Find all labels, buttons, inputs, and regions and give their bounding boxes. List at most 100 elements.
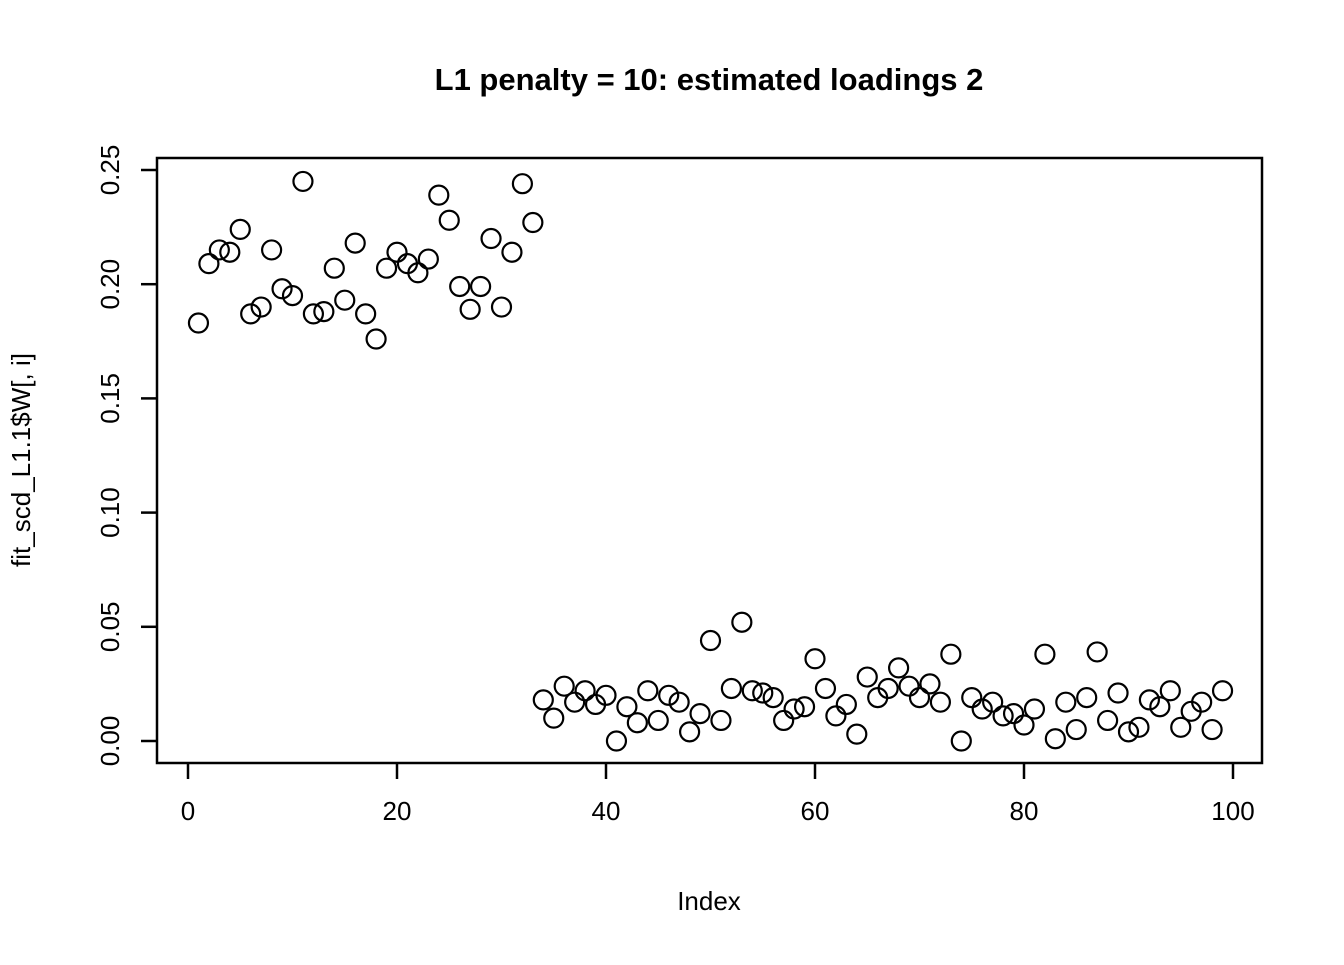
data-point [929, 691, 952, 713]
data-point [1128, 716, 1150, 738]
data-point [658, 684, 680, 706]
data-point [501, 241, 523, 263]
data-point [846, 723, 868, 745]
data-point [365, 328, 387, 350]
data-point [971, 698, 993, 720]
data-point [240, 303, 262, 325]
data-point [323, 257, 345, 279]
data-point [313, 301, 335, 323]
x-tick-label: 60 [801, 796, 830, 826]
data-point [292, 170, 314, 193]
data-point [407, 262, 429, 284]
x-tick-label: 40 [592, 796, 621, 826]
data-point [793, 696, 816, 718]
x-tick-label: 20 [383, 796, 412, 826]
x-axis-label: Index [677, 886, 741, 916]
data-point [887, 657, 910, 679]
data-point [773, 709, 795, 732]
x-axis: 0 20 40 60 80 100 [181, 764, 1255, 826]
data-point [417, 248, 439, 270]
data-point [1170, 716, 1192, 738]
data-point [699, 629, 722, 652]
data-point [543, 707, 565, 729]
data-point [647, 709, 669, 732]
data-point [208, 239, 230, 261]
y-tick-label: 0.15 [95, 373, 125, 424]
data-point [731, 611, 753, 633]
data-point [919, 673, 941, 695]
data-point [982, 691, 1004, 713]
y-tick-label: 0.25 [95, 145, 125, 196]
chart-title: L1 penalty = 10: estimated loadings 2 [435, 62, 984, 97]
data-point [386, 241, 408, 263]
data-point [804, 648, 826, 670]
data-point [637, 680, 659, 702]
data-point [689, 702, 711, 725]
data-point [1117, 721, 1140, 743]
data-point [428, 184, 450, 206]
data-point [856, 666, 878, 688]
y-axis: 0.00 0.05 0.10 0.15 0.20 0.25 [95, 145, 156, 767]
data-point [1002, 702, 1025, 725]
data-points [187, 170, 1234, 752]
data-point [449, 275, 471, 298]
y-axis-label: fit_scd_L1.1$W[, i] [6, 353, 36, 567]
data-point [490, 296, 513, 318]
data-point [752, 682, 774, 704]
data-point [1191, 691, 1213, 713]
x-tick-label: 100 [1211, 796, 1254, 826]
data-point [1065, 718, 1087, 741]
data-point [553, 675, 575, 697]
data-point [1013, 714, 1035, 736]
data-point [950, 730, 972, 752]
data-point [825, 705, 847, 727]
data-point [1211, 680, 1234, 702]
data-point [1096, 709, 1119, 732]
data-point [1023, 698, 1046, 720]
data-point [1159, 680, 1181, 702]
y-tick-label: 0.00 [95, 716, 125, 767]
data-point [281, 285, 304, 307]
data-point [898, 675, 920, 697]
data-point [814, 677, 837, 700]
data-point [668, 691, 690, 713]
data-point [355, 303, 377, 325]
data-point [564, 691, 586, 713]
data-point [605, 730, 628, 752]
data-point [344, 232, 366, 254]
data-point [532, 689, 554, 711]
data-point [762, 687, 784, 709]
data-point [783, 698, 805, 720]
data-point [1138, 689, 1161, 711]
data-point [992, 705, 1014, 727]
data-point [480, 227, 502, 250]
data-point [835, 693, 857, 716]
data-point [334, 289, 356, 311]
data-point [1201, 718, 1223, 741]
data-point [261, 239, 283, 261]
data-point [229, 218, 251, 240]
data-point [678, 721, 701, 743]
y-tick-label: 0.10 [95, 487, 125, 538]
plot-border [155, 156, 1264, 765]
data-point [511, 173, 534, 195]
y-tick-label: 0.05 [95, 601, 125, 652]
data-point [940, 643, 962, 665]
data-point [522, 211, 544, 234]
data-point [271, 278, 293, 300]
data-point [459, 298, 481, 320]
data-point [595, 684, 617, 706]
data-point [1034, 643, 1056, 665]
data-point [250, 296, 272, 318]
data-point [741, 680, 763, 702]
data-point [1107, 682, 1129, 704]
data-point [710, 709, 732, 732]
data-point [198, 253, 220, 275]
data-point [302, 303, 324, 325]
x-tick-label: 80 [1010, 796, 1039, 826]
data-point [574, 680, 596, 702]
x-tick-label: 0 [181, 796, 195, 826]
data-point [877, 677, 899, 700]
